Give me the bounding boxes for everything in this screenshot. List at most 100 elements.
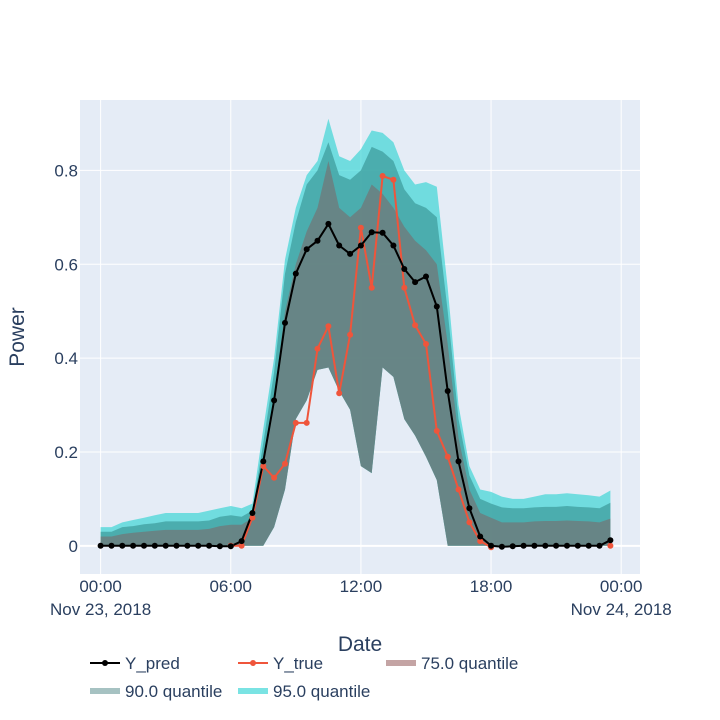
- marker-y_true: [368, 284, 375, 291]
- marker-y_pred: [520, 542, 527, 549]
- marker-y_true: [260, 463, 267, 470]
- marker-y_pred: [195, 542, 202, 549]
- marker-y_pred: [271, 397, 278, 404]
- marker-y_pred: [531, 542, 538, 549]
- marker-y_pred: [282, 319, 288, 326]
- legend-item-y_true: Y_true: [238, 654, 323, 673]
- marker-y_pred: [162, 542, 169, 549]
- marker-y_pred: [357, 242, 364, 249]
- x-tick-label: 12:00: [340, 577, 383, 596]
- legend-item-q75: 75.0 quantile: [386, 654, 518, 673]
- marker-y_true: [249, 514, 256, 521]
- legend-swatch-q75: [386, 660, 416, 666]
- marker-y_pred: [216, 543, 223, 550]
- marker-y_true: [455, 486, 462, 493]
- marker-y_pred: [553, 542, 560, 549]
- marker-y_pred: [97, 542, 104, 549]
- marker-y_pred: [423, 273, 429, 280]
- y-tick-label: 0.2: [54, 443, 78, 462]
- marker-y_true: [357, 224, 364, 231]
- marker-y_pred: [444, 388, 451, 394]
- marker-y_pred: [477, 533, 484, 540]
- legend-label-q75: 75.0 quantile: [421, 654, 518, 673]
- marker-y_pred: [574, 542, 581, 549]
- marker-y_pred: [347, 250, 354, 257]
- marker-y_pred: [119, 542, 126, 549]
- marker-y_pred: [607, 537, 614, 544]
- marker-y_pred: [206, 542, 213, 549]
- marker-y_pred: [151, 542, 158, 549]
- y-tick-label: 0.4: [54, 349, 78, 368]
- marker-y_true: [314, 345, 321, 352]
- marker-y_true: [412, 322, 419, 329]
- y-tick-label: 0.8: [54, 161, 78, 180]
- legend-marker-y_pred: [102, 660, 108, 666]
- marker-y_pred: [325, 220, 332, 227]
- marker-y_true: [444, 453, 451, 460]
- x-tick-date-label: Nov 23, 2018: [50, 600, 151, 619]
- marker-y_pred: [368, 229, 375, 236]
- legend-label-y_true: Y_true: [273, 654, 323, 673]
- marker-y_pred: [433, 303, 440, 310]
- marker-y_true: [336, 390, 343, 397]
- marker-y_pred: [390, 242, 397, 249]
- marker-y_true: [390, 176, 397, 183]
- marker-y_pred: [466, 505, 473, 512]
- marker-y_true: [282, 460, 288, 467]
- marker-y_pred: [564, 542, 570, 549]
- marker-y_true: [433, 427, 440, 434]
- marker-y_pred: [336, 242, 343, 249]
- legend-swatch-q90: [90, 688, 120, 694]
- x-axis-title: Date: [338, 633, 382, 656]
- legend-swatch-q95: [238, 688, 268, 694]
- marker-y_pred: [292, 270, 299, 277]
- marker-y_pred: [401, 266, 408, 272]
- marker-y_pred: [141, 542, 147, 549]
- x-tick-label: 00:00: [600, 577, 643, 596]
- y-tick-label: 0: [69, 537, 78, 556]
- legend-label-q95: 95.0 quantile: [273, 682, 370, 701]
- marker-y_pred: [260, 458, 267, 465]
- marker-y_true: [271, 474, 278, 481]
- quantile-bands: [100, 118, 611, 546]
- y-tick-label: 0.6: [54, 255, 78, 274]
- marker-y_true: [347, 331, 354, 338]
- marker-y_pred: [498, 543, 505, 550]
- y-axis-title: Power: [6, 307, 29, 367]
- x-axis-ticks: 00:00 Nov 23, 2018 06:00 12:00 18:00 00:00 Nov…: [50, 577, 672, 619]
- legend: Y_pred Y_true 75.0 quantile 90.0 quantile 95…: [90, 654, 518, 701]
- marker-y_pred: [542, 542, 549, 549]
- marker-y_pred: [227, 543, 234, 550]
- x-tick-label: 00:00: [79, 577, 122, 596]
- marker-y_true: [292, 419, 299, 426]
- x-tick-label: 06:00: [209, 577, 252, 596]
- marker-y_true: [466, 519, 473, 526]
- marker-y_pred: [130, 542, 137, 549]
- legend-label-y_pred: Y_pred: [125, 654, 180, 673]
- legend-label-q90: 90.0 quantile: [125, 682, 222, 701]
- y-axis-ticks: 0 0.2 0.4 0.6 0.8: [54, 161, 78, 555]
- marker-y_true: [379, 173, 386, 179]
- marker-y_pred: [314, 237, 321, 244]
- legend-item-y_pred: Y_pred: [90, 654, 180, 673]
- marker-y_pred: [585, 542, 592, 549]
- legend-marker-y_true: [250, 660, 256, 666]
- marker-y_pred: [596, 542, 603, 549]
- x-tick-label: 18:00: [470, 577, 513, 596]
- band-q75: [100, 161, 611, 546]
- marker-y_true: [303, 419, 310, 426]
- legend-item-q95: 95.0 quantile: [238, 682, 370, 701]
- marker-y_true: [325, 323, 332, 330]
- marker-y_true: [607, 542, 614, 549]
- marker-y_pred: [509, 543, 516, 550]
- marker-y_true: [423, 341, 429, 347]
- marker-y_true: [238, 542, 245, 549]
- marker-y_true: [477, 538, 484, 545]
- legend-item-q90: 90.0 quantile: [90, 682, 222, 701]
- marker-y_pred: [184, 542, 191, 549]
- x-tick-date-label: Nov 24, 2018: [571, 600, 672, 619]
- marker-y_pred: [303, 246, 310, 253]
- series-markers: [97, 173, 614, 551]
- marker-y_pred: [249, 510, 256, 516]
